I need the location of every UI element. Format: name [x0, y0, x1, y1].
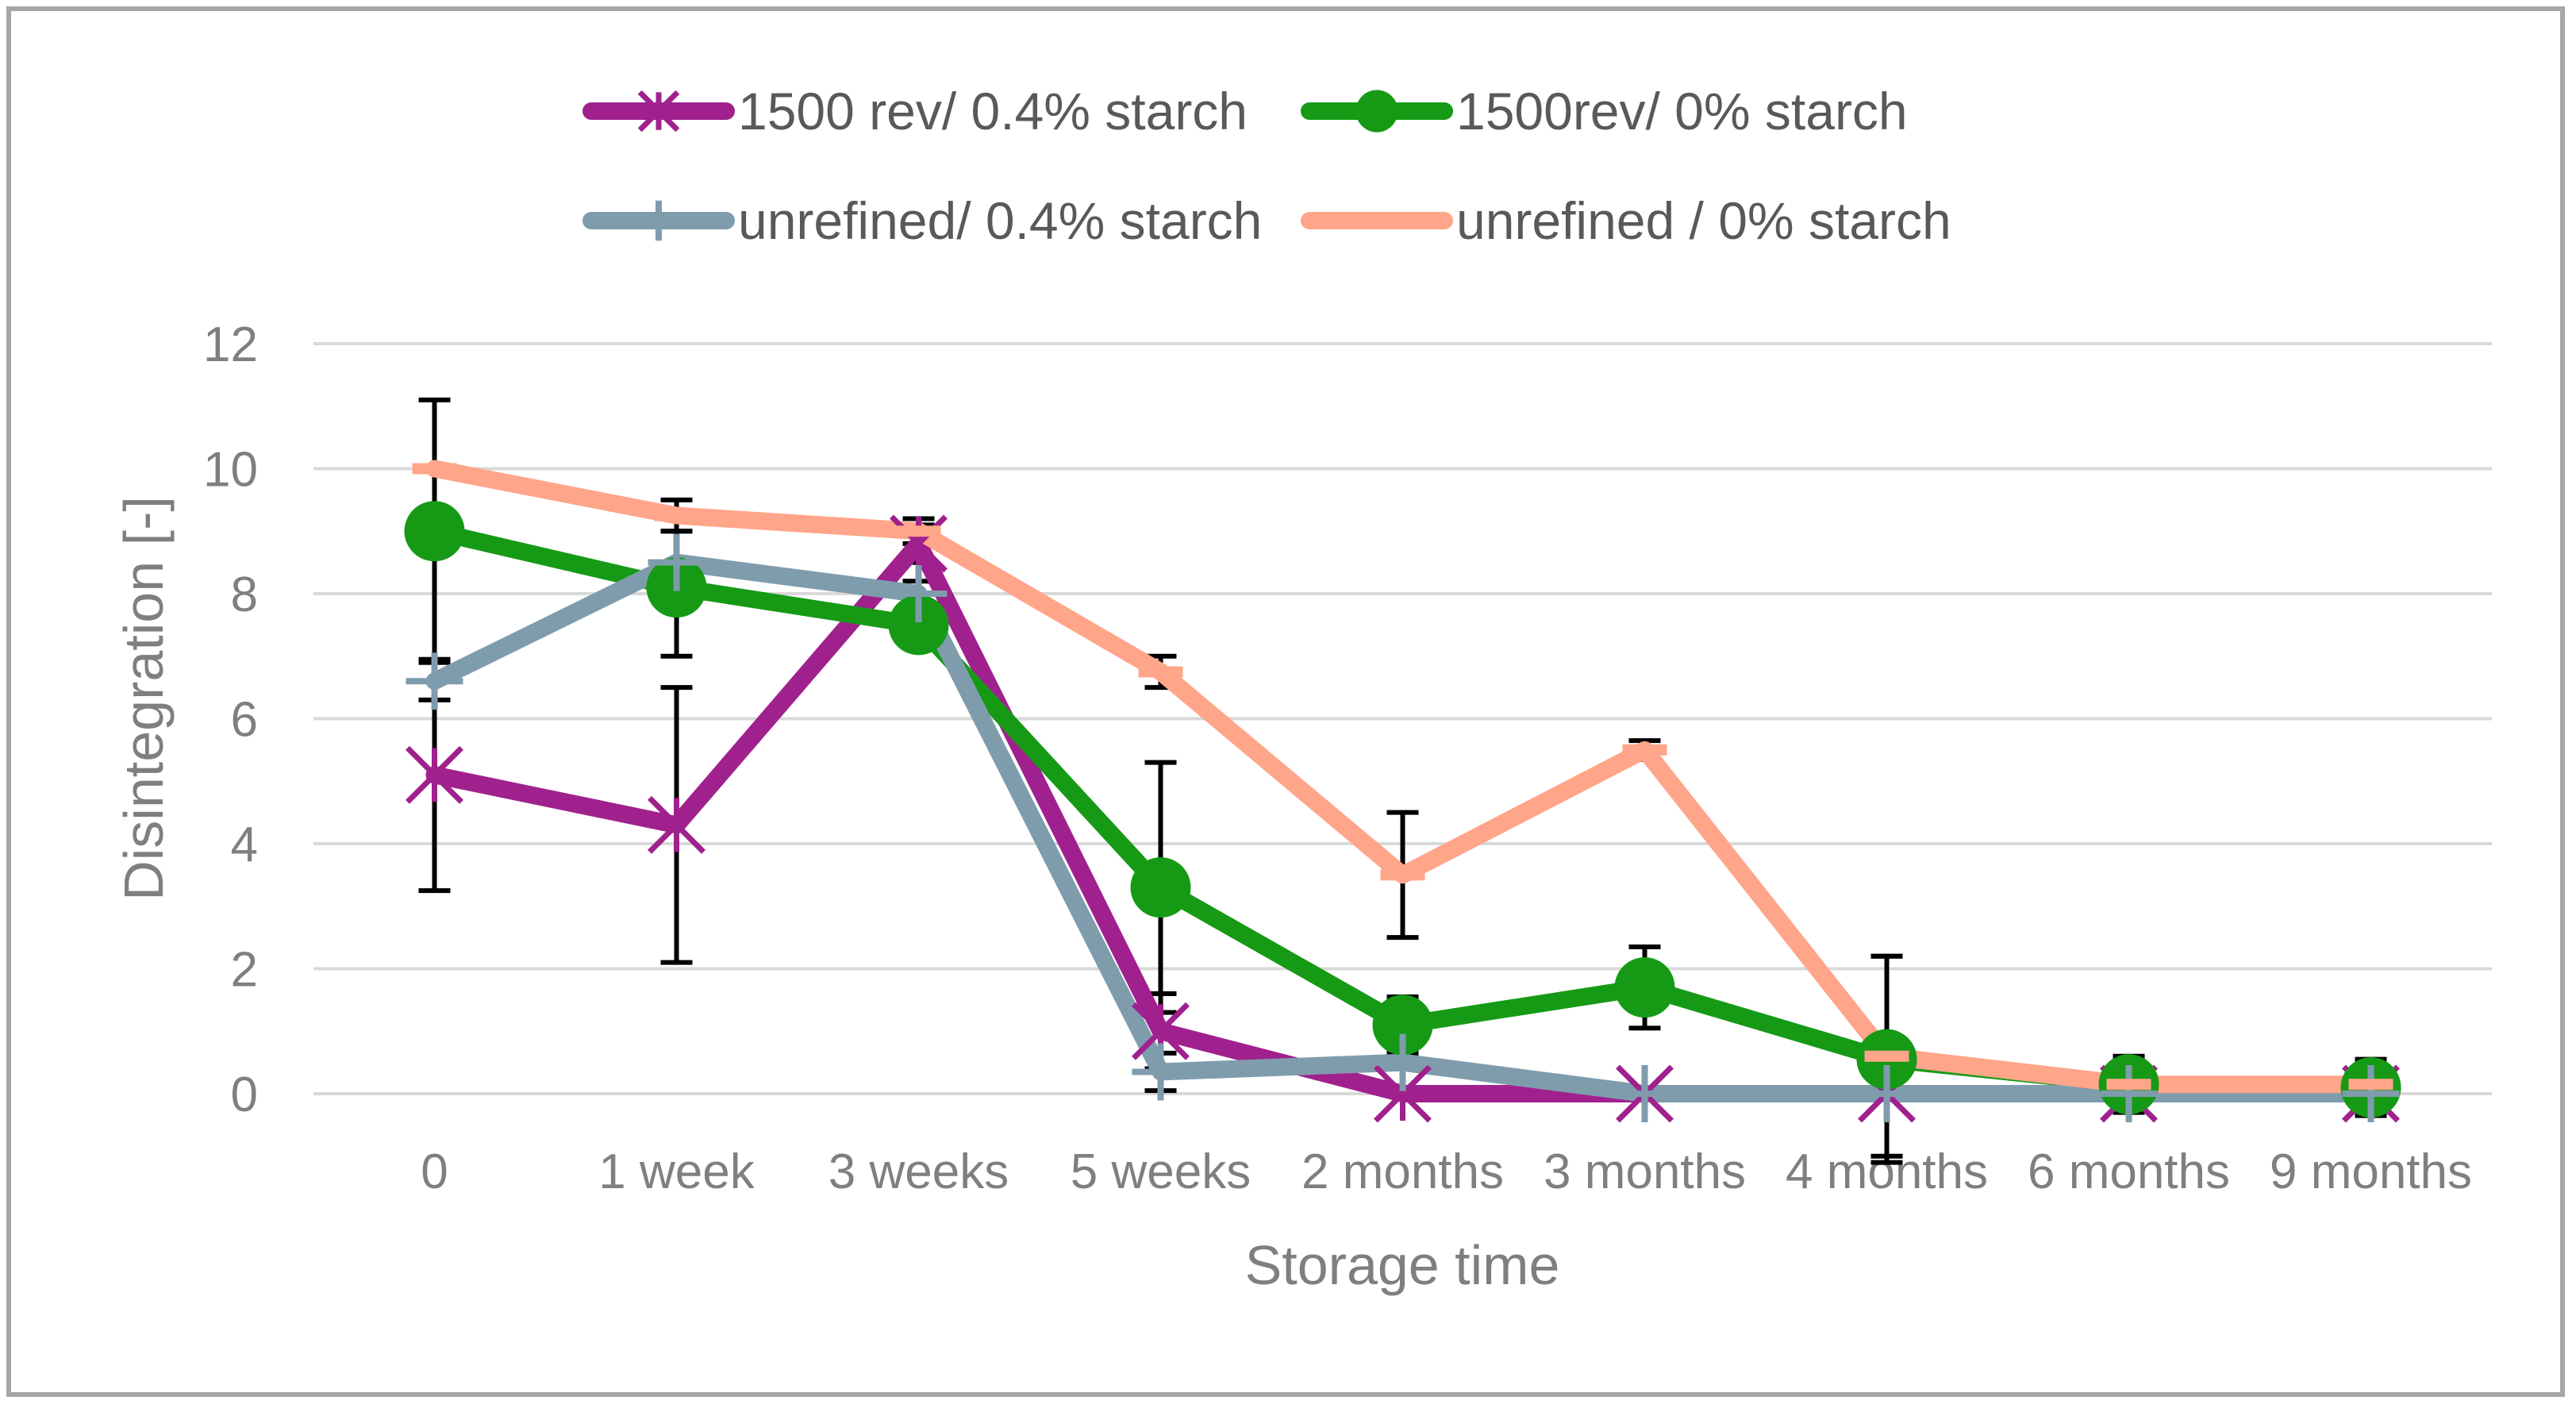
- x-tick-label: 6 months: [2028, 1144, 2230, 1199]
- data-point-unrefined-0-4-starch: [2342, 1065, 2400, 1122]
- data-point-unrefined-0-4-starch: [648, 533, 706, 591]
- legend-marker: [1355, 90, 1398, 133]
- x-tick-label: 0: [421, 1144, 448, 1199]
- y-axis-ticks: 0 2 4 6 8 10 12: [203, 317, 258, 1122]
- legend-label: unrefined / 0% starch: [1456, 191, 1951, 250]
- y-axis-title: Disintegration [-]: [113, 496, 175, 901]
- data-point-unrefined-0-4-starch: [2100, 1065, 2158, 1122]
- data-point-1500rev-0-starch: [404, 501, 465, 562]
- y-tick-label: 2: [231, 943, 258, 998]
- data-point-1500-rev-0-4-starch: [406, 745, 463, 804]
- data-point-unrefined-0-4-starch: [1616, 1065, 1674, 1122]
- gridlines: [313, 342, 2492, 1095]
- legend-item: 1500 rev/ 0.4% starch: [582, 82, 1248, 140]
- x-tick-label: 5 weeks: [1071, 1144, 1251, 1199]
- data-point-unrefined-0-4-starch: [1132, 1043, 1190, 1101]
- legend-label: 1500 rev/ 0.4% starch: [738, 82, 1248, 140]
- data-point-1500rev-0-starch: [1372, 994, 1433, 1056]
- data-point-1500rev-0-starch: [888, 594, 949, 656]
- x-axis-title: Storage time: [1245, 1234, 1560, 1296]
- data-point-1500rev-0-starch: [1130, 857, 1191, 918]
- data-point-unrefined-0-4-starch: [1858, 1065, 1916, 1122]
- x-tick-label: 3 weeks: [829, 1144, 1009, 1199]
- y-tick-label: 0: [231, 1068, 258, 1122]
- data-point-unrefined-0-4-starch: [1374, 1033, 1432, 1091]
- x-tick-label: 2 months: [1301, 1144, 1504, 1199]
- data-point-unrefined-0-4-starch: [406, 652, 463, 710]
- legend-item: unrefined/ 0.4% starch: [582, 191, 1262, 250]
- legend: 1500 rev/ 0.4% starch 1500rev/ 0% starch u…: [582, 82, 1951, 250]
- x-tick-label: 1 week: [598, 1144, 755, 1199]
- series-markers: [404, 463, 2401, 1123]
- legend-item: 1500rev/ 0% starch: [1301, 82, 1908, 140]
- y-tick-label: 12: [203, 317, 258, 372]
- x-tick-label: 9 months: [2270, 1144, 2472, 1199]
- data-point-1500-rev-0-4-starch: [648, 795, 706, 854]
- y-tick-label: 6: [231, 693, 258, 748]
- data-point-1500rev-0-starch: [1614, 957, 1675, 1018]
- legend-marker: [638, 200, 679, 241]
- x-tick-label: 3 months: [1544, 1144, 1746, 1199]
- y-tick-label: 8: [231, 567, 258, 622]
- legend-marker: [637, 90, 680, 133]
- legend-label: unrefined/ 0.4% starch: [738, 191, 1262, 250]
- y-tick-label: 4: [231, 817, 258, 872]
- data-point-unrefined-0-4-starch: [890, 565, 948, 622]
- y-tick-label: 10: [203, 443, 258, 498]
- legend-item: unrefined / 0% starch: [1301, 191, 1951, 250]
- legend-label: 1500rev/ 0% starch: [1456, 82, 1908, 140]
